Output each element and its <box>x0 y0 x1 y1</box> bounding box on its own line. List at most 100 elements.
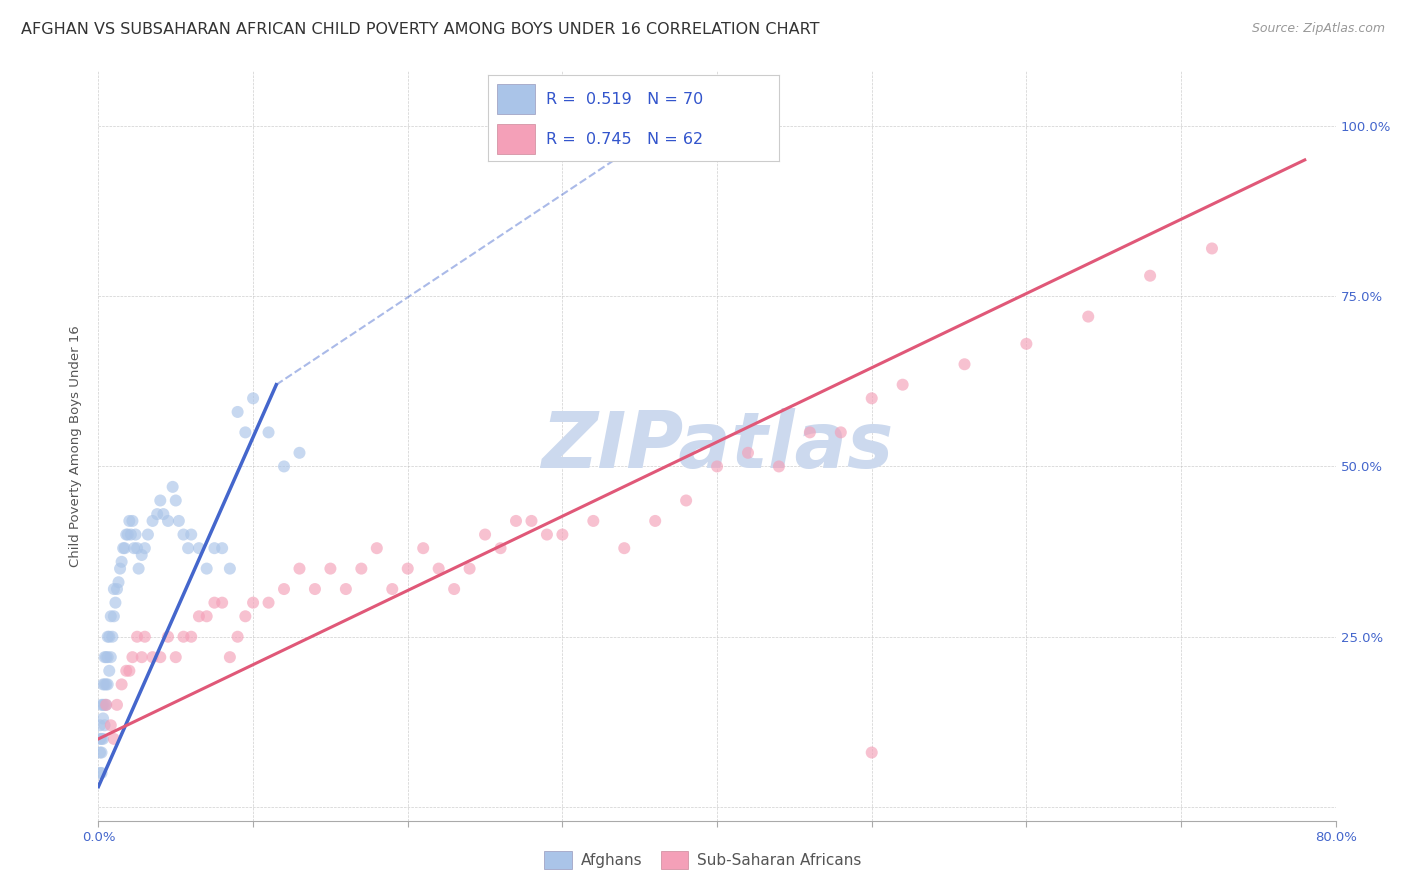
Point <box>1015 336 1038 351</box>
Point <box>233 609 257 624</box>
Point <box>219 650 242 665</box>
Point <box>180 630 202 644</box>
Point <box>89 766 111 780</box>
Point <box>350 561 373 575</box>
Point <box>90 698 112 712</box>
Point <box>97 677 120 691</box>
Point <box>165 650 187 665</box>
Point <box>474 527 496 541</box>
Point <box>953 357 976 371</box>
Point <box>195 609 218 624</box>
Point <box>118 514 141 528</box>
Point <box>204 541 226 556</box>
Point <box>157 514 180 528</box>
Point <box>91 711 114 725</box>
Point <box>122 541 145 556</box>
Point <box>121 650 143 665</box>
Point <box>288 446 311 460</box>
Point <box>97 630 120 644</box>
Point <box>141 650 165 665</box>
Point <box>136 527 159 541</box>
Text: Source: ZipAtlas.com: Source: ZipAtlas.com <box>1251 22 1385 36</box>
Point <box>98 664 121 678</box>
Point <box>211 541 233 556</box>
Point <box>101 630 124 644</box>
Point <box>93 698 115 712</box>
Point <box>520 514 543 528</box>
Legend: Afghans, Sub-Saharan Africans: Afghans, Sub-Saharan Africans <box>538 845 868 875</box>
Point <box>219 561 242 575</box>
Point <box>188 609 211 624</box>
Point <box>505 514 527 528</box>
Point <box>117 527 139 541</box>
Point <box>172 527 194 541</box>
Point <box>458 561 481 575</box>
Point <box>118 664 141 678</box>
Point <box>93 677 115 691</box>
Point <box>204 596 226 610</box>
Point <box>127 541 149 556</box>
Y-axis label: Child Poverty Among Boys Under 16: Child Poverty Among Boys Under 16 <box>69 325 83 567</box>
Point <box>114 541 136 556</box>
Point <box>644 514 666 528</box>
Point <box>536 527 558 541</box>
Point <box>167 514 190 528</box>
Point <box>128 561 150 575</box>
Point <box>157 630 180 644</box>
Point <box>257 596 280 610</box>
Point <box>799 425 821 440</box>
Point <box>100 609 122 624</box>
Point <box>273 582 295 596</box>
Point <box>103 731 125 746</box>
Point <box>396 561 419 575</box>
Point <box>195 561 218 575</box>
Point <box>111 555 132 569</box>
Point <box>149 650 172 665</box>
Point <box>89 746 111 760</box>
Point <box>98 630 121 644</box>
Point <box>103 582 125 596</box>
Point <box>226 405 249 419</box>
Point <box>582 514 605 528</box>
Point <box>91 731 114 746</box>
Point <box>97 650 120 665</box>
Point <box>1201 242 1223 256</box>
Point <box>100 718 122 732</box>
Text: AFGHAN VS SUBSAHARAN AFRICAN CHILD POVERTY AMONG BOYS UNDER 16 CORRELATION CHART: AFGHAN VS SUBSAHARAN AFRICAN CHILD POVER… <box>21 22 820 37</box>
Point <box>96 677 118 691</box>
Point <box>830 425 852 440</box>
Point <box>366 541 388 556</box>
Text: ZIPatlas: ZIPatlas <box>541 408 893 484</box>
Point <box>891 377 914 392</box>
Point <box>273 459 295 474</box>
Point <box>242 392 264 406</box>
Point <box>120 527 142 541</box>
Point <box>172 630 194 644</box>
Point <box>91 677 114 691</box>
Point <box>1077 310 1099 324</box>
Point <box>89 731 111 746</box>
Point <box>111 677 132 691</box>
Point <box>124 527 146 541</box>
Point <box>134 541 156 556</box>
Point <box>104 596 127 610</box>
Point <box>131 650 153 665</box>
Point <box>90 766 112 780</box>
Point <box>288 561 311 575</box>
Point <box>89 718 111 732</box>
Point <box>165 493 187 508</box>
Point <box>427 561 450 575</box>
Point <box>93 650 115 665</box>
Point <box>257 425 280 440</box>
Point <box>146 507 169 521</box>
Point <box>96 650 118 665</box>
Point <box>91 698 114 712</box>
Point <box>335 582 357 596</box>
Point <box>162 480 184 494</box>
Point <box>134 630 156 644</box>
Point <box>93 718 115 732</box>
Point <box>233 425 257 440</box>
Point <box>112 541 135 556</box>
Point <box>90 731 112 746</box>
Point <box>90 746 112 760</box>
